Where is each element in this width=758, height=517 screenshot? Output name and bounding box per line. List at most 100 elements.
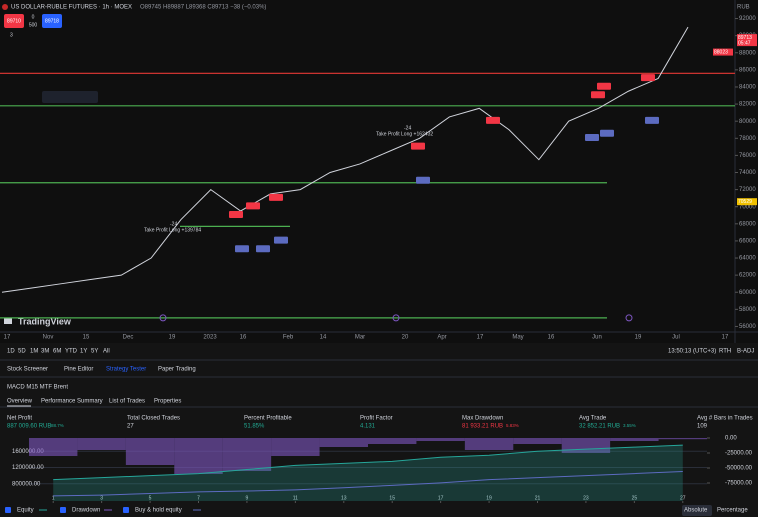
panel-bg bbox=[0, 343, 758, 517]
flag-icon bbox=[2, 4, 8, 10]
trade-marker bbox=[416, 176, 430, 184]
price-line bbox=[1, 26, 689, 293]
price-label: 89713 bbox=[738, 35, 752, 41]
watermark: TradingView bbox=[18, 316, 72, 326]
x-tick-label: 23 bbox=[583, 495, 589, 501]
y2-tick-label: -75000.00 bbox=[725, 481, 753, 487]
stat-value: 51.85% bbox=[244, 424, 265, 430]
trade-marker bbox=[229, 210, 243, 218]
x-tick-label: May bbox=[512, 335, 523, 341]
x-tick-label: 14 bbox=[320, 335, 327, 341]
legend-label[interactable]: Equity bbox=[17, 508, 34, 514]
y-tick-label: 92000 bbox=[739, 16, 756, 22]
buy-price[interactable]: 89718 bbox=[45, 18, 59, 24]
range-button[interactable]: 3M bbox=[41, 349, 49, 355]
quantity[interactable]: 500 bbox=[29, 22, 38, 28]
y-tick-label: 1200000.00 bbox=[12, 465, 44, 471]
price-label-bg bbox=[713, 48, 733, 56]
price-label-time: 05:47 bbox=[738, 40, 751, 46]
drawing-toolbar[interactable] bbox=[42, 91, 98, 103]
y-tick-label: 62000 bbox=[739, 273, 756, 279]
equity-line bbox=[53, 444, 683, 481]
y-tick-label: 74000 bbox=[739, 170, 756, 176]
price-label-bg bbox=[737, 198, 757, 206]
x-tick-label: 19 bbox=[635, 335, 642, 341]
panel-tab[interactable]: Pine Editor bbox=[64, 367, 93, 373]
y-tick-label: 68000 bbox=[739, 221, 756, 227]
x-tick-label: 17 bbox=[4, 335, 11, 341]
x-tick-label: 17 bbox=[722, 335, 729, 341]
symbol[interactable]: US DOLLAR-RUBLE FUTURES · 1h · MOEX bbox=[11, 5, 132, 11]
legend-checkbox[interactable] bbox=[60, 507, 66, 513]
strategy-name: MACD M15 MTF Brent bbox=[7, 385, 68, 391]
strategy-tab[interactable]: Performance Summary bbox=[41, 399, 103, 405]
annotation: Take Profit Long +139784 bbox=[144, 227, 201, 233]
x-tick-label: 20 bbox=[402, 335, 409, 341]
range-button[interactable]: 5D bbox=[18, 349, 26, 355]
x-tick-label: 1 bbox=[52, 495, 55, 501]
y-tick-label: 78000 bbox=[739, 136, 756, 142]
x-tick-label: 27 bbox=[680, 495, 686, 501]
stat-label: Max Drawdown bbox=[462, 416, 503, 422]
legend-checkbox[interactable] bbox=[123, 507, 129, 513]
mode-button[interactable]: Absolute bbox=[684, 508, 708, 514]
drawdown-bar bbox=[29, 438, 78, 456]
stat-value: 109 bbox=[697, 424, 708, 430]
drawdown-bar bbox=[174, 438, 223, 474]
panel-tab[interactable]: Paper Trading bbox=[158, 367, 196, 373]
adjust[interactable]: B-ADJ bbox=[737, 349, 754, 355]
trade-marker bbox=[591, 91, 605, 99]
rth[interactable]: RTH bbox=[719, 349, 731, 355]
legend-label[interactable]: Drawdown bbox=[72, 508, 100, 514]
range-button[interactable]: YTD bbox=[65, 349, 78, 355]
range-button[interactable]: 1M bbox=[30, 349, 38, 355]
legend-label[interactable]: Buy & hold equity bbox=[135, 508, 182, 514]
ohlc: O89745 H89887 L89368 C89713 −38 (−0.03%) bbox=[140, 5, 266, 11]
drawdown-bar bbox=[658, 438, 707, 440]
range-button[interactable]: All bbox=[103, 349, 110, 355]
trade-marker bbox=[256, 245, 270, 253]
stat-value: 27 bbox=[127, 424, 134, 430]
trade-marker bbox=[235, 245, 249, 253]
x-tick-label: Mar bbox=[355, 335, 365, 341]
y-tick-label: 70000 bbox=[739, 204, 756, 210]
drawdown-bar bbox=[464, 438, 514, 450]
panel-tab[interactable]: Stock Screener bbox=[7, 367, 48, 373]
y-tick-label: 1600000.00 bbox=[12, 449, 44, 455]
sell-price[interactable]: 89710 bbox=[7, 18, 21, 24]
drawdown-bar bbox=[222, 438, 272, 471]
range-button[interactable]: 1Y bbox=[80, 349, 87, 355]
range-button[interactable]: 6M bbox=[53, 349, 61, 355]
legend-checkbox[interactable] bbox=[5, 507, 11, 513]
panel-tab[interactable]: Strategy Tester bbox=[106, 367, 146, 373]
y-tick-label: 66000 bbox=[739, 238, 756, 244]
stat-sub: 5.83% bbox=[506, 423, 519, 428]
buy-button[interactable] bbox=[42, 14, 62, 28]
trade-marker bbox=[585, 134, 599, 142]
spread: 0 bbox=[32, 14, 35, 20]
sell-button[interactable] bbox=[4, 14, 24, 28]
stat-label: Avg Trade bbox=[579, 416, 607, 422]
range-button[interactable]: 5Y bbox=[91, 349, 98, 355]
indicator-count[interactable]: 3 bbox=[10, 32, 13, 38]
trade-marker bbox=[645, 116, 659, 124]
strategy-tab[interactable]: Overview bbox=[7, 399, 33, 405]
strategy-tab[interactable]: Properties bbox=[154, 399, 181, 405]
x-tick-label: 17 bbox=[477, 335, 484, 341]
y-tick-label: 80000 bbox=[739, 119, 756, 125]
x-tick-label: Jun bbox=[592, 335, 602, 341]
strategy-tab[interactable]: List of Trades bbox=[109, 399, 145, 405]
y-tick-label: 86000 bbox=[739, 67, 756, 73]
price-label-bg bbox=[737, 34, 757, 47]
x-tick-label: 25 bbox=[632, 495, 638, 501]
range-button[interactable]: 1D bbox=[7, 349, 15, 355]
chart-bg bbox=[0, 0, 758, 343]
stat-label: Avg # Bars in Trades bbox=[697, 416, 753, 422]
x-tick-label: 11 bbox=[293, 495, 298, 501]
x-tick-label: 16 bbox=[548, 335, 555, 341]
stat-label: Net Profit bbox=[7, 416, 32, 422]
price-label: 70529 bbox=[738, 199, 752, 205]
x-tick-label: Apr bbox=[437, 335, 446, 341]
mode-button[interactable]: Percentage bbox=[717, 508, 748, 514]
